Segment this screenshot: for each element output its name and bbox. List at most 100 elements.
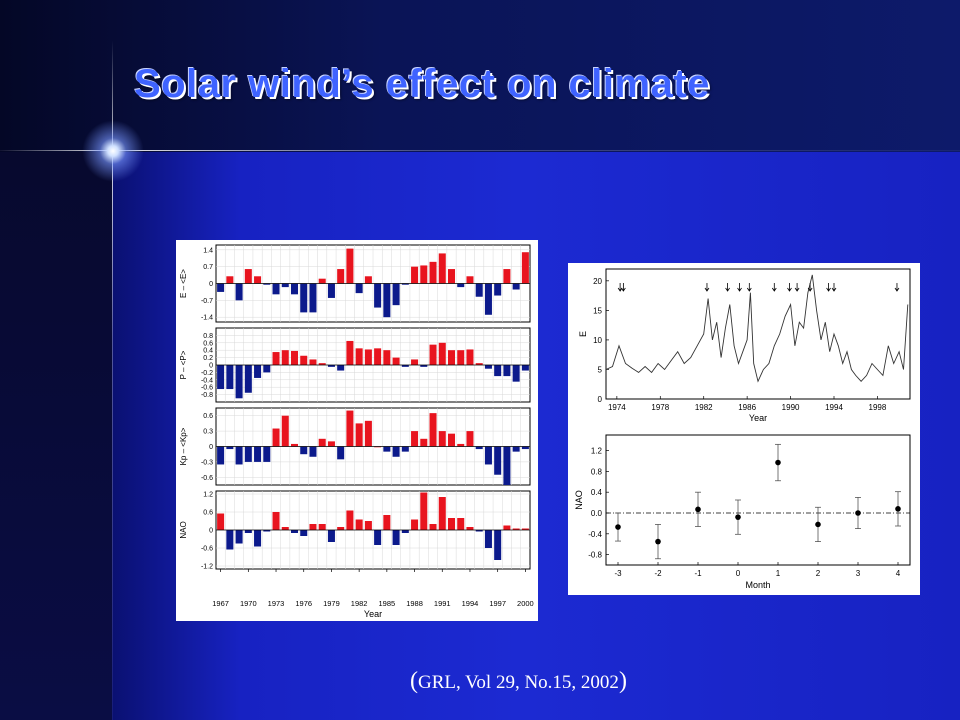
event-arrow bbox=[787, 283, 792, 292]
bar bbox=[281, 527, 289, 530]
y-tick-label: 0.6 bbox=[203, 510, 213, 517]
bar bbox=[484, 283, 492, 315]
bar bbox=[318, 524, 326, 530]
data-point bbox=[735, 514, 741, 520]
e-series-line bbox=[605, 274, 909, 383]
y-tick-label: 0.6 bbox=[203, 413, 213, 420]
y-axis-label: P – <P> bbox=[179, 350, 188, 379]
event-arrow bbox=[621, 283, 626, 292]
bar bbox=[309, 524, 317, 530]
y-tick-label: 0.3 bbox=[203, 429, 213, 436]
y-tick-label: -1.4 bbox=[201, 315, 213, 322]
bar bbox=[254, 530, 262, 547]
bar bbox=[290, 283, 299, 295]
x-tick-label: 1982 bbox=[351, 599, 368, 608]
bar bbox=[512, 283, 520, 290]
bar bbox=[272, 428, 280, 447]
plot-frame bbox=[605, 268, 911, 400]
x-tick-label: 1985 bbox=[379, 599, 396, 608]
bar-chart-svg: 1.40.70-0.7-1.4E – <E>0.80.60.40.20-0.2-… bbox=[179, 244, 534, 619]
y-tick-label: -0.8 bbox=[201, 392, 213, 399]
bar bbox=[337, 365, 345, 371]
bar bbox=[217, 283, 225, 292]
bar bbox=[226, 365, 234, 390]
x-tick-label: 1974 bbox=[608, 403, 626, 412]
star-flare-icon bbox=[82, 120, 144, 182]
x-tick-label: 1979 bbox=[323, 599, 340, 608]
bar bbox=[337, 269, 345, 284]
bar bbox=[364, 349, 372, 365]
bar bbox=[494, 446, 502, 475]
bar bbox=[383, 515, 391, 530]
bar bbox=[327, 441, 335, 447]
y-tick-label: -1.2 bbox=[201, 564, 213, 571]
bar bbox=[327, 365, 335, 367]
y-tick-label: 0 bbox=[598, 395, 603, 404]
event-arrow bbox=[771, 283, 777, 292]
bar bbox=[503, 525, 511, 530]
bar bbox=[429, 524, 437, 530]
panel-2: 0.80.60.40.20-0.2-0.4-0.6-0.8 P – <P> bbox=[179, 327, 531, 403]
bar bbox=[512, 528, 520, 530]
x-tick-label: 1990 bbox=[782, 403, 800, 412]
bar bbox=[355, 519, 363, 530]
left-strip bbox=[0, 152, 112, 720]
y-tick-label: -0.6 bbox=[201, 475, 213, 482]
bar bbox=[226, 276, 234, 284]
bar bbox=[290, 530, 299, 533]
bar bbox=[217, 446, 225, 465]
bar bbox=[420, 492, 428, 530]
bar bbox=[392, 530, 400, 545]
bar bbox=[420, 265, 428, 284]
bar bbox=[327, 530, 335, 542]
bar bbox=[503, 446, 511, 485]
bar bbox=[494, 365, 502, 377]
bar bbox=[374, 530, 382, 545]
title-band bbox=[0, 0, 960, 152]
bar bbox=[383, 446, 391, 452]
line-chart: 20 15 10 5 0 1974 1978 1982 1986 1990 1994 1998 E Yea… bbox=[578, 268, 911, 423]
bar bbox=[401, 446, 409, 452]
data-point bbox=[615, 524, 621, 530]
event-arrow bbox=[704, 283, 710, 292]
bar bbox=[217, 513, 225, 530]
x-axis-label: Year bbox=[364, 609, 382, 619]
caption-close-paren: ) bbox=[618, 668, 627, 694]
bar bbox=[411, 431, 419, 447]
bar bbox=[521, 446, 529, 450]
bar bbox=[374, 348, 382, 365]
bar bbox=[226, 446, 234, 450]
bar bbox=[494, 530, 502, 560]
y-tick-label: 10 bbox=[593, 336, 602, 345]
x-tick-label: 1998 bbox=[869, 403, 887, 412]
bar bbox=[309, 359, 317, 365]
bar bbox=[374, 283, 382, 308]
bar bbox=[429, 344, 437, 365]
bar bbox=[346, 340, 354, 365]
event-arrow bbox=[794, 283, 800, 292]
panel-4: 1.2 0.6 0 -0.6 -1.2 NAO bbox=[179, 490, 531, 571]
bar bbox=[300, 355, 308, 365]
y-tick-label: -0.7 bbox=[201, 298, 213, 305]
y-axis-label: E bbox=[578, 331, 588, 337]
y-tick-label: -0.4 bbox=[588, 530, 602, 539]
bar bbox=[484, 446, 492, 465]
y-tick-label: 0.8 bbox=[591, 467, 603, 476]
bar bbox=[457, 283, 465, 288]
data-point bbox=[895, 506, 901, 512]
x-tick-label: -2 bbox=[654, 569, 662, 578]
y-tick-label: 1.2 bbox=[203, 492, 213, 499]
panel-3: 0.6 0.3 0 -0.3 -0.6 Kp – <Kp> bbox=[179, 407, 531, 486]
bar bbox=[429, 261, 437, 284]
bar bbox=[235, 446, 243, 465]
x-axis-label: Year bbox=[749, 413, 767, 423]
x-tick-label: 1978 bbox=[651, 403, 669, 412]
y-tick-label: 0.0 bbox=[591, 509, 603, 518]
bar bbox=[411, 519, 419, 530]
bar bbox=[447, 350, 456, 365]
y-tick-label: -0.4 bbox=[201, 377, 213, 384]
y-tick-label: 0.6 bbox=[203, 340, 213, 347]
y-tick-label: -0.2 bbox=[201, 370, 213, 377]
bar bbox=[392, 283, 400, 306]
y-tick-label: 0.4 bbox=[591, 488, 603, 497]
